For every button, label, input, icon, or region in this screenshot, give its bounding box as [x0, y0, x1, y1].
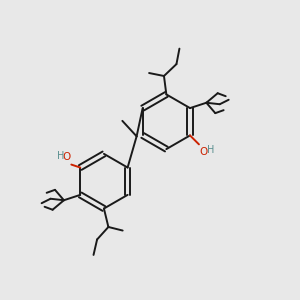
- Text: H: H: [207, 145, 214, 155]
- Text: O: O: [62, 152, 70, 162]
- Text: H: H: [56, 151, 64, 161]
- Text: O: O: [200, 147, 208, 157]
